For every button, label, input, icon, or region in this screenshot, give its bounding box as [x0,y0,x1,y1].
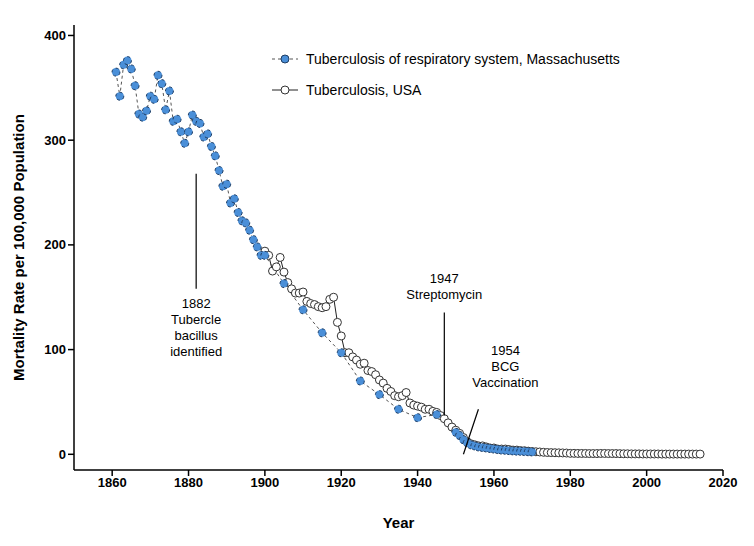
svg-text:2020: 2020 [709,475,738,490]
svg-text:1860: 1860 [98,475,127,490]
svg-text:Mortality Rate per 100,000 Pop: Mortality Rate per 100,000 Population [10,114,27,381]
svg-text:identified: identified [170,344,222,359]
svg-text:1882: 1882 [182,296,211,311]
svg-text:1900: 1900 [250,475,279,490]
svg-text:100: 100 [44,342,66,357]
html-text:Tuberculosis, USA: Tuberculosis, USA [306,81,422,98]
svg-text:200: 200 [44,237,66,252]
svg-text:0: 0 [59,447,66,462]
svg-text:Streptomycin: Streptomycin [406,287,482,302]
html-text:Tuberculosis of respiratory sy: Tuberculosis of respiratory system, Mass… [306,50,620,67]
svg-text:2000: 2000 [632,475,661,490]
svg-text:BCG: BCG [491,359,519,374]
svg-text:1947: 1947 [430,271,459,286]
svg-text:1880: 1880 [174,475,203,490]
svg-text:1954: 1954 [491,343,520,358]
svg-text:bacillus: bacillus [174,328,218,343]
svg-text:1960: 1960 [479,475,508,490]
svg-text:Year: Year [383,514,415,531]
svg-text:1940: 1940 [403,475,432,490]
svg-text:400: 400 [44,28,66,43]
svg-text:Tubercle: Tubercle [171,312,221,327]
svg-text:Vaccination: Vaccination [472,375,538,390]
svg-text:1920: 1920 [327,475,356,490]
svg-text:1980: 1980 [556,475,585,490]
svg-text:300: 300 [44,133,66,148]
